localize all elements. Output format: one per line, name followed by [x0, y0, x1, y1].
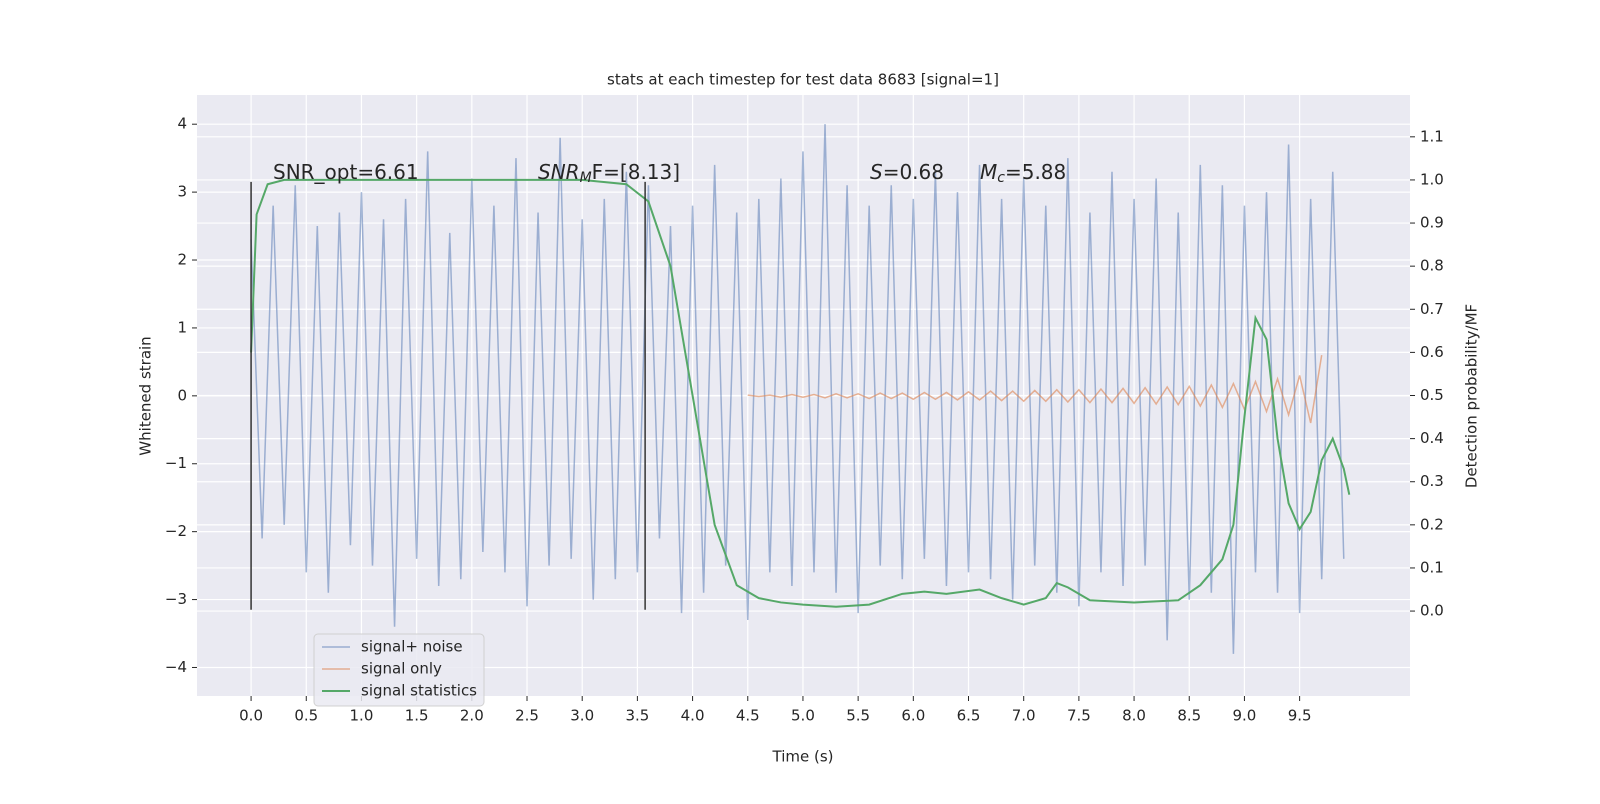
y-tick-label: −1 — [165, 454, 187, 472]
y2-tick-label: 1.1 — [1420, 127, 1444, 145]
x-tick-label: 9.0 — [1233, 707, 1257, 725]
x-tick-label: 7.5 — [1067, 707, 1091, 725]
x-tick-label: 1.5 — [405, 707, 429, 725]
annotation-tail: F=[8.13] — [592, 160, 680, 184]
legend-box — [313, 633, 485, 707]
annotation-text: SNR_opt=6.61 — [273, 160, 419, 184]
x-tick-label: 9.5 — [1288, 707, 1312, 725]
y2-tick-label: 0.7 — [1420, 300, 1444, 318]
y2-axis-label: Detection probability/MF — [1463, 304, 1481, 488]
annotation: SNR_opt=6.61 — [273, 160, 419, 184]
x-tick-label: 3.5 — [625, 707, 649, 725]
x-tick-label: 0.0 — [239, 707, 263, 725]
y-tick-label: 3 — [177, 183, 187, 201]
series-line — [250, 124, 1345, 654]
x-tick-label: 2.0 — [460, 707, 484, 725]
annotation: S=0.68 — [870, 160, 944, 184]
x-tick-label: 6.0 — [901, 707, 925, 725]
x-tick-label: 4.5 — [736, 707, 760, 725]
annotation-text: SNR — [538, 160, 580, 184]
annotation-subscript: c — [997, 170, 1005, 186]
chart-title: stats at each timestep for test data 868… — [607, 71, 999, 89]
y-tick-label: 2 — [177, 251, 187, 269]
series-line — [747, 354, 1323, 424]
y2-tick-label: 0.2 — [1420, 515, 1444, 533]
legend-label: signal only — [361, 660, 442, 678]
x-tick-label: 3.0 — [570, 707, 594, 725]
legend-label: signal+ noise — [361, 638, 463, 656]
annotation-text: S — [870, 160, 883, 184]
annotation-tail: =0.68 — [883, 160, 944, 184]
y2-tick-label: 0.3 — [1420, 472, 1444, 490]
x-tick-label: 7.0 — [1012, 707, 1036, 725]
y2-tick-label: 1.0 — [1420, 170, 1444, 188]
x-tick-label: 0.5 — [294, 707, 318, 725]
y-tick-label: −2 — [165, 522, 187, 540]
x-tick-label: 4.0 — [681, 707, 705, 725]
x-axis-label: Time (s) — [772, 748, 834, 766]
x-tick-label: 5.0 — [791, 707, 815, 725]
annotation-text: M — [980, 160, 997, 184]
annotation: Mc=5.88 — [980, 160, 1066, 187]
series-line — [250, 178, 1351, 608]
y2-tick-label: 0.5 — [1420, 386, 1444, 404]
annotation: SNRMF=[8.13] — [538, 160, 680, 187]
y2-tick-label: 0.1 — [1420, 558, 1444, 576]
y-tick-label: −4 — [165, 658, 187, 676]
x-tick-label: 6.5 — [957, 707, 981, 725]
legend-label: signal statistics — [361, 682, 477, 700]
y-tick-label: 1 — [177, 318, 187, 336]
y2-tick-label: 0.6 — [1420, 343, 1444, 361]
y2-tick-label: 0.8 — [1420, 257, 1444, 275]
annotation-tail: =5.88 — [1005, 160, 1066, 184]
x-tick-label: 2.5 — [515, 707, 539, 725]
y2-tick-label: 0.4 — [1420, 429, 1444, 447]
y-tick-label: −3 — [165, 590, 187, 608]
y-axis-label: Whitened strain — [137, 336, 155, 455]
x-tick-label: 8.5 — [1177, 707, 1201, 725]
x-tick-label: 8.0 — [1122, 707, 1146, 725]
y-tick-label: 4 — [177, 115, 187, 133]
y-tick-label: 0 — [177, 386, 187, 404]
y2-tick-label: 0.0 — [1420, 602, 1444, 620]
annotation-subscript: M — [580, 170, 592, 186]
x-tick-label: 1.0 — [350, 707, 374, 725]
y2-tick-label: 0.9 — [1420, 214, 1444, 232]
x-tick-label: 5.5 — [846, 707, 870, 725]
